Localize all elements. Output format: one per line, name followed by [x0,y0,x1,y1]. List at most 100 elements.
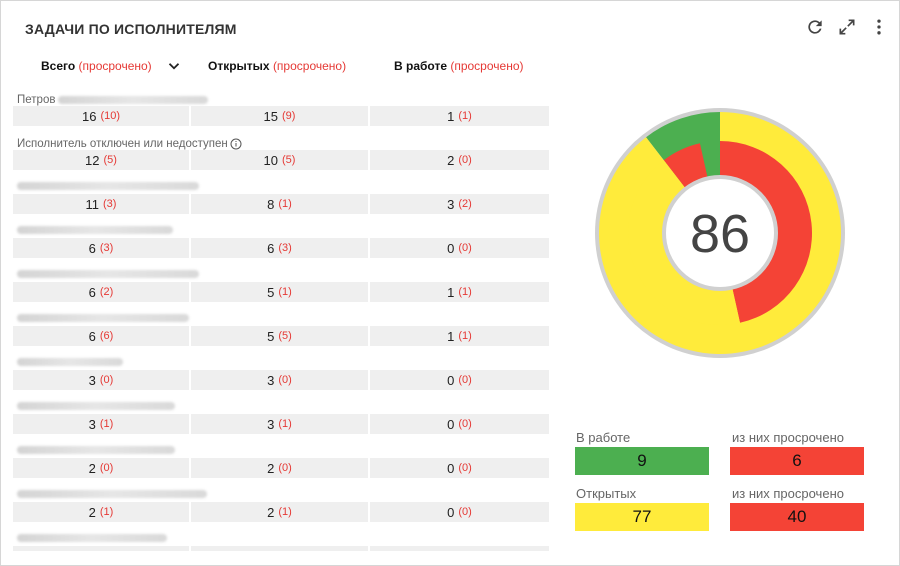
donut-center-hole [662,175,778,291]
row-cells: 2 (0) 2 (0) 0 (0) [13,458,549,478]
sort-chevron-down-icon[interactable] [165,57,183,75]
redacted-name [58,96,209,104]
redacted-name [17,402,175,410]
cell-total-overdue: (6) [99,330,114,342]
table-row[interactable]: 6 (3) 6 (3) 0 (0) [13,221,549,265]
redacted-name [17,314,189,322]
table-row[interactable]: Петров 16 (10) 15 (9) 1 (1) [13,89,549,133]
table-row[interactable]: 2 (0) 2 (0) 0 (0) [13,441,549,485]
cell-open-value: 3 [267,416,275,432]
table-row[interactable]: 3 (0) 3 (0) 0 (0) [13,353,549,397]
cell-in-work: 1 (1) [370,282,549,302]
info-icon[interactable] [230,138,242,150]
cell-total-value: 6 [88,284,96,300]
table-row[interactable]: 2 (1) 2 (1) 0 (0) [13,485,549,529]
more-vert-icon [877,19,881,35]
cell-open-value: 3 [267,372,275,388]
cell-in-work: 0 (0) [370,502,549,522]
row-cells: 3 (1) 3 (1) 0 (0) [13,414,549,434]
cell-total-overdue: (5) [103,154,117,166]
table-row[interactable]: 6 (2) 5 (1) 1 (1) [13,265,549,309]
cell-total: 12 (5) [13,150,189,170]
table-row[interactable]: 11 (3) 8 (1) 3 (2) [13,177,549,221]
table-row[interactable] [13,529,549,551]
cell-in-work-value: 0 [447,372,455,388]
assignee-name [17,314,189,322]
cell-total-overdue: (0) [99,462,114,474]
cell-total-value: 11 [85,196,100,212]
cell-open-overdue: (9) [282,110,296,122]
cell-open-overdue: (5) [278,330,292,342]
cell-total: 6 (6) [13,326,189,346]
assignee-name: Петров [17,94,209,106]
column-header-in-work[interactable]: В работе (просрочено) [394,59,524,73]
cell-total-overdue: (10) [100,110,121,122]
cell-open: 5 (5) [191,326,368,346]
row-cells: 16 (10) 15 (9) 1 (1) [13,106,549,126]
row-cells: 12 (5) 10 (5) 2 (0) [13,150,549,170]
cell-open: 6 (3) [191,238,368,258]
cell-total [13,546,189,551]
cell-open: 5 (1) [191,282,368,302]
cell-in-work: 0 (0) [370,370,549,390]
column-header-total-overdue: (просрочено) [78,59,152,73]
redacted-name [17,534,167,542]
cell-in-work: 0 (0) [370,238,549,258]
cell-in-work: 0 (0) [370,458,549,478]
cell-total-value: 12 [85,152,100,168]
cell-in-work-value: 1 [447,108,455,124]
cell-in-work-overdue: (0) [458,374,472,386]
assignee-name [17,358,123,366]
table-row[interactable]: Исполнитель отключен или недоступен 12 (5)… [13,133,549,177]
column-header-open[interactable]: Открытых (просрочено) [208,59,346,73]
redacted-name [17,490,207,498]
row-cells [13,546,549,551]
cell-open: 8 (1) [191,194,368,214]
legend-open-overdue-label: из них просрочено [732,486,844,501]
column-header-total[interactable]: Всего (просрочено) [41,59,152,73]
cell-total-overdue: (3) [99,242,114,254]
cell-in-work-value: 0 [447,504,455,520]
cell-total-value: 6 [88,328,96,344]
expand-button[interactable] [835,15,859,39]
cell-total: 2 (0) [13,458,189,478]
cell-in-work-overdue: (0) [458,242,472,254]
legend-in-work-overdue-value: 6 [730,447,864,475]
assignee-name [17,402,175,410]
cell-total: 2 (1) [13,502,189,522]
redacted-name [17,446,175,454]
assignee-name [17,226,173,234]
widget-title: ЗАДАЧИ ПО ИСПОЛНИТЕЛЯМ [25,21,237,37]
cell-open: 2 (0) [191,458,368,478]
table-row[interactable]: 3 (1) 3 (1) 0 (0) [13,397,549,441]
cell-open-value: 10 [263,152,278,168]
cell-open-overdue: (1) [278,286,292,298]
redacted-name [17,358,123,366]
cell-total-value: 2 [88,460,96,476]
assignee-name [17,490,207,498]
row-cells: 2 (1) 2 (1) 0 (0) [13,502,549,522]
cell-in-work: 1 (1) [370,326,549,346]
cell-in-work-overdue: (1) [458,330,472,342]
assignee-name [17,270,199,278]
cell-open-value: 5 [267,284,275,300]
cell-in-work-value: 1 [447,328,455,344]
cell-total-overdue: (2) [99,286,114,298]
cell-total-value: 16 [81,108,97,124]
more-options-button[interactable] [867,15,891,39]
cell-open: 2 (1) [191,502,368,522]
cell-open-overdue: (1) [278,198,292,210]
cell-total-value: 6 [88,240,96,256]
cell-total: 11 (3) [13,194,189,214]
cell-in-work: 3 (2) [370,194,549,214]
cell-open-value: 6 [267,240,275,256]
cell-total-value: 2 [88,504,96,520]
table-row[interactable]: 6 (6) 5 (5) 1 (1) [13,309,549,353]
cell-total-value: 3 [88,372,96,388]
refresh-button[interactable] [803,15,827,39]
cell-open-value: 2 [267,460,275,476]
redacted-name [17,270,199,278]
legend-open-value: 77 [575,503,709,531]
cell-in-work-value: 0 [447,240,455,256]
assignee-name-text: Петров [17,94,56,106]
